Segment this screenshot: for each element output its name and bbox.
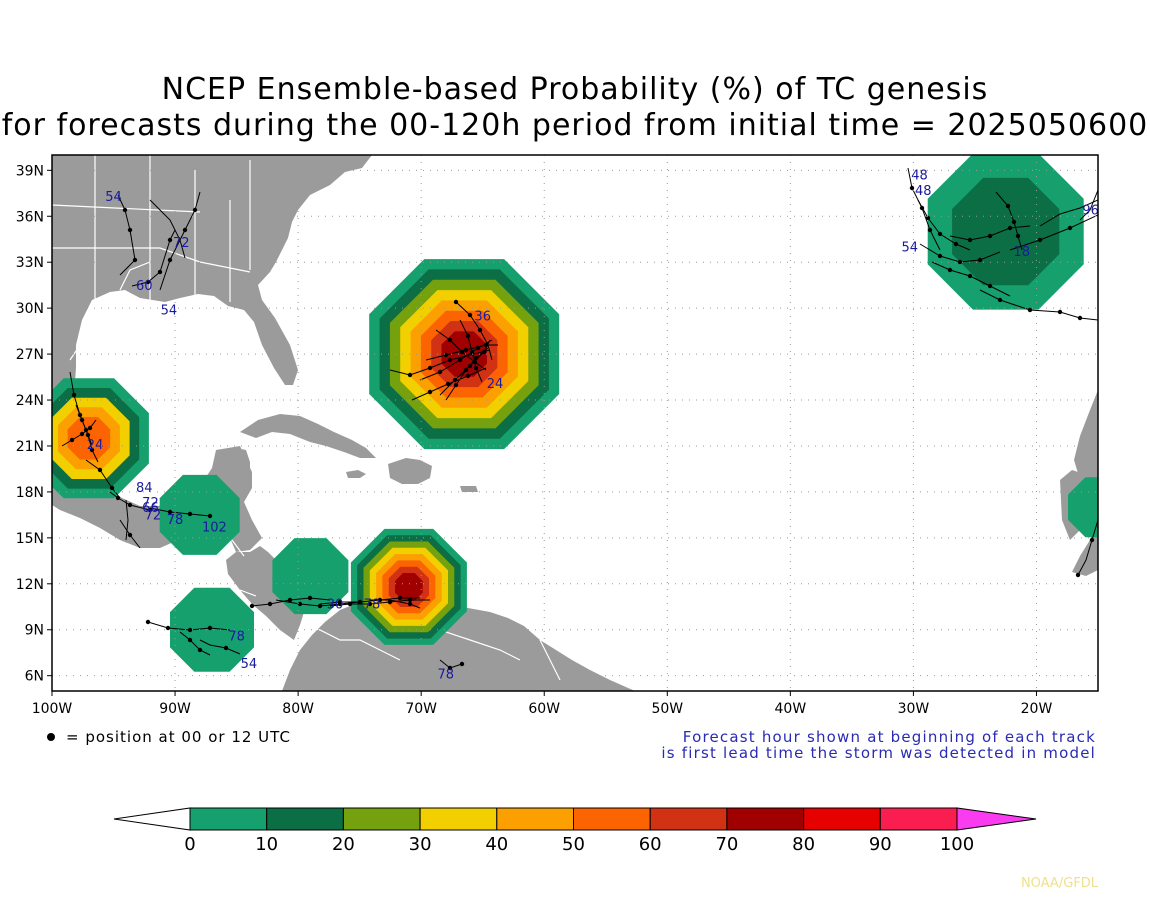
lat-tick-label: 30N bbox=[16, 301, 44, 317]
forecast-hour-label: 54 bbox=[901, 240, 918, 255]
colorbar-high-arrow bbox=[956, 807, 1037, 831]
lat-tick-label: 9N bbox=[25, 623, 44, 639]
lon-tick-label: 60W bbox=[528, 701, 560, 717]
contour-level-2 bbox=[952, 177, 1060, 286]
forecast-hour-label: 78 bbox=[167, 513, 184, 528]
land-masses bbox=[52, 155, 1098, 691]
forecast-hour-label: 72 bbox=[173, 236, 190, 251]
credit-label: NOAA/GFDL bbox=[1021, 876, 1099, 891]
north-america-land bbox=[52, 155, 372, 640]
forecast-hour-label: 72 bbox=[145, 508, 162, 523]
lat-tick-label: 39N bbox=[16, 163, 44, 179]
cuba-land bbox=[240, 414, 376, 458]
colorbar-label: 80 bbox=[792, 834, 815, 855]
colorbar-label: 50 bbox=[562, 834, 585, 855]
colorbar-label: 20 bbox=[332, 834, 355, 855]
forecast-hour-label: 48 bbox=[915, 184, 932, 199]
lat-tick-label: 27N bbox=[16, 347, 44, 363]
contour-level-8 bbox=[395, 573, 423, 601]
forecast-hour-label: 30 bbox=[327, 597, 344, 612]
chart-title-line2: for forecasts during the 00-120h period … bbox=[1, 108, 1149, 143]
longitude-axis: 100W 90W 80W 70W 60W 50W 40W 30W 20W bbox=[32, 691, 1053, 717]
forecast-hour-label: 78 bbox=[364, 597, 381, 612]
political-boundaries bbox=[52, 155, 561, 681]
lat-tick-label: 36N bbox=[16, 209, 44, 225]
colorbar-segment bbox=[649, 807, 728, 831]
puerto-rico-land bbox=[460, 486, 478, 492]
contour-patch-3 bbox=[1068, 477, 1098, 538]
lon-tick-label: 20W bbox=[1021, 701, 1053, 717]
lon-tick-label: 70W bbox=[405, 701, 437, 717]
colorbar-label: 30 bbox=[409, 834, 432, 855]
forecast-hour-label: 84 bbox=[136, 481, 153, 496]
forecast-hour-label: 102 bbox=[202, 521, 227, 536]
lon-tick-label: 50W bbox=[651, 701, 683, 717]
colorbar-segment bbox=[726, 807, 805, 831]
latitude-axis: 39N 36N 33N 30N 27N 24N 21N 18N 15N 12N 9N 6N bbox=[16, 163, 52, 685]
colorbar-label: 70 bbox=[715, 834, 738, 855]
colorbar-label: 0 bbox=[184, 834, 195, 855]
colorbar-segment bbox=[879, 807, 958, 831]
forecast-note-line1: Forecast hour shown at beginning of each… bbox=[683, 728, 1096, 746]
map-frame bbox=[51, 154, 1099, 692]
lon-tick-label: 30W bbox=[898, 701, 930, 717]
position-marker-key bbox=[47, 733, 55, 741]
lat-tick-label: 21N bbox=[16, 439, 44, 455]
track-position-markers bbox=[69, 185, 1095, 671]
forecast-hour-label: 54 bbox=[241, 657, 258, 672]
lat-tick-label: 24N bbox=[16, 393, 44, 409]
colorbar-label: 90 bbox=[869, 834, 892, 855]
colorbar-label: 40 bbox=[485, 834, 508, 855]
position-marker-note: = position at 00 or 12 UTC bbox=[66, 728, 291, 746]
forecast-hour-label: 72 bbox=[142, 496, 159, 511]
forecast-hour-label: 96 bbox=[1082, 204, 1099, 219]
lon-tick-label: 80W bbox=[282, 701, 314, 717]
colorbar-segment bbox=[573, 807, 651, 831]
lat-tick-label: 33N bbox=[16, 255, 44, 271]
lat-tick-label: 12N bbox=[16, 577, 44, 593]
lon-tick-label: 90W bbox=[159, 701, 191, 717]
colorbar: 0 10 20 30 40 50 60 70 80 90 100 bbox=[113, 807, 1037, 855]
lat-tick-label: 18N bbox=[16, 485, 44, 501]
colorbar-segment bbox=[496, 807, 574, 831]
forecast-hour-label: 54 bbox=[161, 303, 178, 318]
forecast-hour-label: 24 bbox=[487, 377, 504, 392]
forecast-hour-label: 36 bbox=[474, 309, 491, 324]
contour-patch-1 bbox=[272, 538, 349, 615]
lon-tick-label: 100W bbox=[32, 701, 73, 717]
forecast-hour-label: 48 bbox=[911, 169, 928, 184]
jamaica-land bbox=[346, 470, 366, 478]
colorbar-label: 100 bbox=[940, 834, 974, 855]
forecast-hour-label: 78 bbox=[228, 629, 245, 644]
forecast-hour-label: 66 bbox=[142, 501, 159, 516]
forecast-hour-label: 60 bbox=[136, 279, 153, 294]
forecast-note-line2: is first lead time the storm was detecte… bbox=[661, 744, 1096, 762]
colorbar-low-arrow bbox=[113, 807, 191, 831]
colorbar-segment bbox=[189, 807, 268, 831]
colorbar-segment bbox=[266, 807, 344, 831]
lat-tick-label: 15N bbox=[16, 531, 44, 547]
colorbar-label: 10 bbox=[255, 834, 278, 855]
forecast-hour-label: 24 bbox=[87, 438, 104, 453]
forecast-hour-label: 18 bbox=[1013, 245, 1030, 260]
chart-title-line1: NCEP Ensemble-based Probability (%) of T… bbox=[161, 72, 989, 107]
lon-tick-label: 40W bbox=[775, 701, 807, 717]
colorbar-segment bbox=[419, 807, 498, 831]
forecast-hour-label: 54 bbox=[105, 190, 122, 205]
lat-tick-label: 6N bbox=[25, 669, 44, 685]
colorbar-segment bbox=[803, 807, 881, 831]
colorbar-label: 60 bbox=[639, 834, 662, 855]
west-africa-land bbox=[1072, 520, 1098, 576]
forecast-hour-label: 78 bbox=[438, 668, 455, 683]
colorbar-segment bbox=[342, 807, 421, 831]
